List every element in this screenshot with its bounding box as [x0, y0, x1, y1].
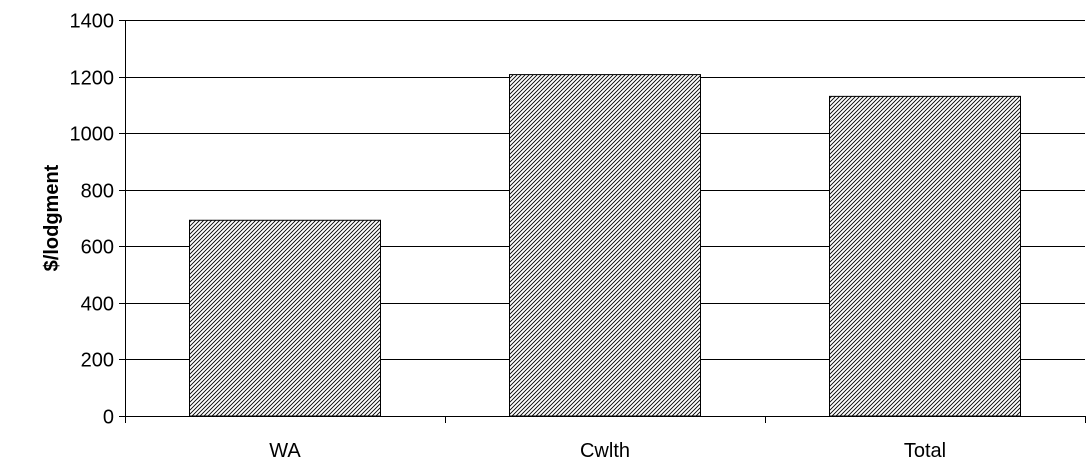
x-tick-label: WA	[269, 440, 301, 462]
x-tick-label: Total	[904, 440, 946, 462]
axes	[119, 20, 1086, 423]
bar-cwlth	[509, 74, 701, 417]
x-tick-label: Cwlth	[580, 440, 630, 462]
y-tick-label: 400	[81, 294, 114, 316]
y-tick-label: 1200	[70, 68, 115, 90]
y-tick-label: 200	[81, 350, 114, 372]
x-tick-labels: WA Cwlth Total	[269, 440, 946, 462]
y-tick-label: 800	[81, 181, 114, 203]
y-tick-label: 1400	[70, 11, 115, 33]
bar-total	[829, 95, 1021, 417]
y-axis-label: $/lodgment	[41, 164, 63, 271]
y-tick-label: 1000	[70, 124, 115, 146]
bars	[189, 74, 1021, 417]
y-tick-label: 600	[81, 237, 114, 259]
y-tick-labels: 0 200 400 600 800 1000 1200 1400	[70, 11, 115, 429]
bar-wa	[189, 219, 381, 417]
y-tick-label: 0	[103, 407, 114, 429]
